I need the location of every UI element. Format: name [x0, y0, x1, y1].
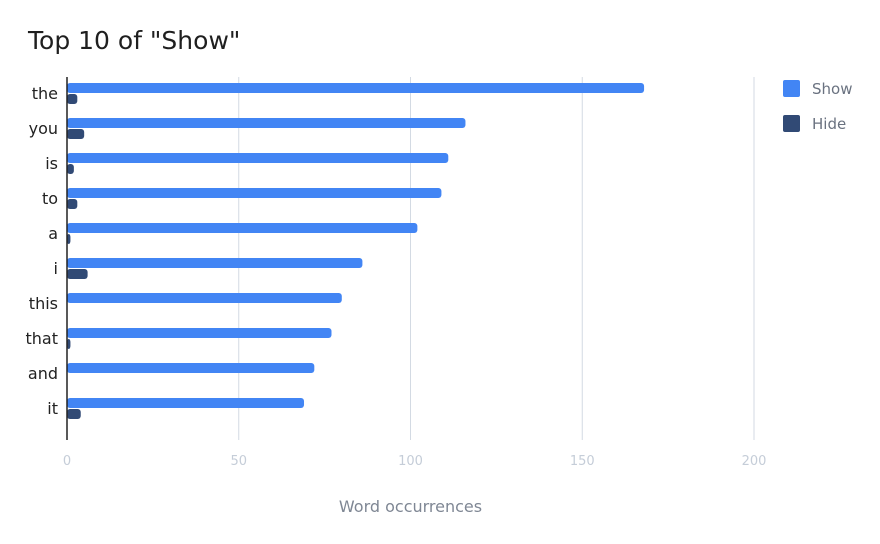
bar-show-a [67, 223, 418, 233]
x-tick-label: 50 [230, 454, 247, 469]
bar-show-and [67, 363, 315, 373]
bar-hide-that [67, 339, 71, 349]
x-tick-label: 150 [570, 454, 595, 469]
category-label: to [42, 189, 58, 208]
bar-hide-is [67, 164, 74, 174]
legend-swatch-show [783, 80, 800, 97]
legend-label-show: Show [812, 80, 852, 98]
bar-show-is [67, 153, 449, 163]
category-label: a [48, 224, 58, 243]
bar-hide-you [67, 129, 85, 139]
x-tick-label: 100 [398, 454, 423, 469]
category-label: it [47, 399, 58, 418]
bar-show-to [67, 188, 442, 198]
x-tick-label: 0 [63, 454, 71, 469]
bar-show-this [67, 293, 342, 303]
x-axis-title: Word occurrences [339, 497, 482, 516]
gridlines [238, 77, 755, 440]
bars [67, 83, 645, 419]
chart-title: Top 10 of "Show" [28, 26, 241, 55]
bar-show-you [67, 118, 466, 128]
x-tick-labels: 0 50 100 150 200 [63, 454, 767, 469]
category-labels: the you is to ai this that and it [26, 84, 59, 418]
category-label: the [32, 84, 58, 103]
bar-hide-a [67, 234, 71, 244]
category-label: you [29, 119, 58, 138]
legend-label-hide: Hide [812, 115, 846, 133]
bar-show-it [67, 398, 305, 408]
bar-hide-it [67, 409, 81, 419]
bar-show-i [67, 258, 363, 268]
category-label: is [45, 154, 58, 173]
category-label: this [29, 294, 58, 313]
category-label: i [54, 259, 58, 278]
bar-hide-to [67, 199, 78, 209]
category-label: and [28, 364, 58, 383]
bar-hide-i [67, 269, 88, 279]
category-label: that [26, 329, 59, 348]
bar-hide-the [67, 94, 78, 104]
x-tick-label: 200 [742, 454, 767, 469]
legend: Show Hide [783, 80, 852, 133]
legend-swatch-hide [783, 115, 800, 132]
bar-show-that [67, 328, 332, 338]
bar-show-the [67, 83, 645, 93]
